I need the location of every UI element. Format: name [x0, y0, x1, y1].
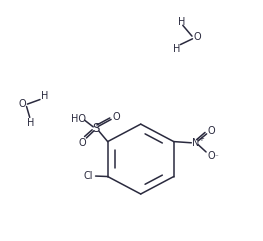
- Text: O: O: [112, 112, 120, 122]
- Text: S: S: [92, 122, 99, 135]
- Text: O: O: [194, 32, 201, 42]
- Text: O: O: [19, 99, 26, 109]
- Text: ⁻: ⁻: [215, 154, 219, 160]
- Text: N: N: [193, 138, 200, 148]
- Text: O: O: [207, 151, 215, 161]
- Text: H: H: [173, 44, 180, 54]
- Text: O: O: [79, 138, 86, 148]
- Text: Cl: Cl: [84, 171, 93, 181]
- Text: H: H: [41, 91, 48, 101]
- Text: +: +: [198, 136, 204, 142]
- Text: O: O: [208, 126, 215, 136]
- Text: H: H: [27, 118, 35, 128]
- Text: H: H: [178, 17, 185, 27]
- Text: HO: HO: [71, 114, 86, 124]
